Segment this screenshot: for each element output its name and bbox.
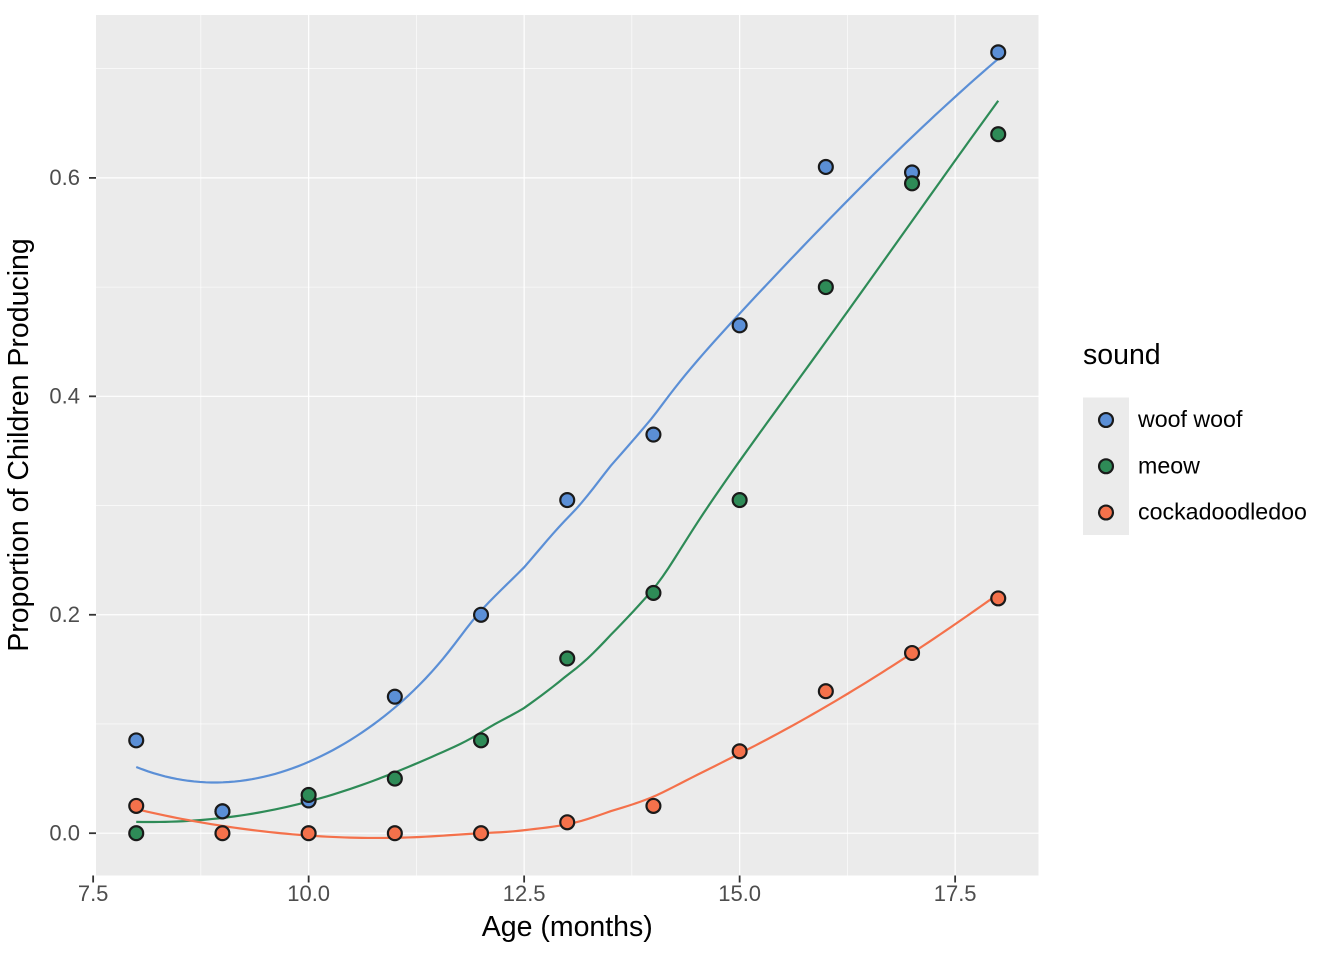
svg-text:0.6: 0.6 bbox=[49, 165, 80, 190]
svg-text:Age (months): Age (months) bbox=[482, 911, 653, 943]
svg-text:sound: sound bbox=[1083, 339, 1161, 371]
svg-text:12.5: 12.5 bbox=[503, 881, 546, 906]
svg-text:woof woof: woof woof bbox=[1137, 406, 1243, 432]
svg-text:cockadoodledoo: cockadoodledoo bbox=[1138, 499, 1307, 525]
svg-text:Proportion of Children Produci: Proportion of Children Producing bbox=[3, 238, 35, 652]
svg-text:7.5: 7.5 bbox=[78, 881, 109, 906]
svg-text:0.0: 0.0 bbox=[49, 821, 80, 846]
svg-text:0.4: 0.4 bbox=[49, 384, 80, 409]
svg-text:17.5: 17.5 bbox=[934, 881, 977, 906]
svg-text:10.0: 10.0 bbox=[287, 881, 330, 906]
svg-text:meow: meow bbox=[1138, 452, 1200, 478]
svg-text:0.2: 0.2 bbox=[49, 602, 80, 627]
svg-text:15.0: 15.0 bbox=[718, 881, 761, 906]
